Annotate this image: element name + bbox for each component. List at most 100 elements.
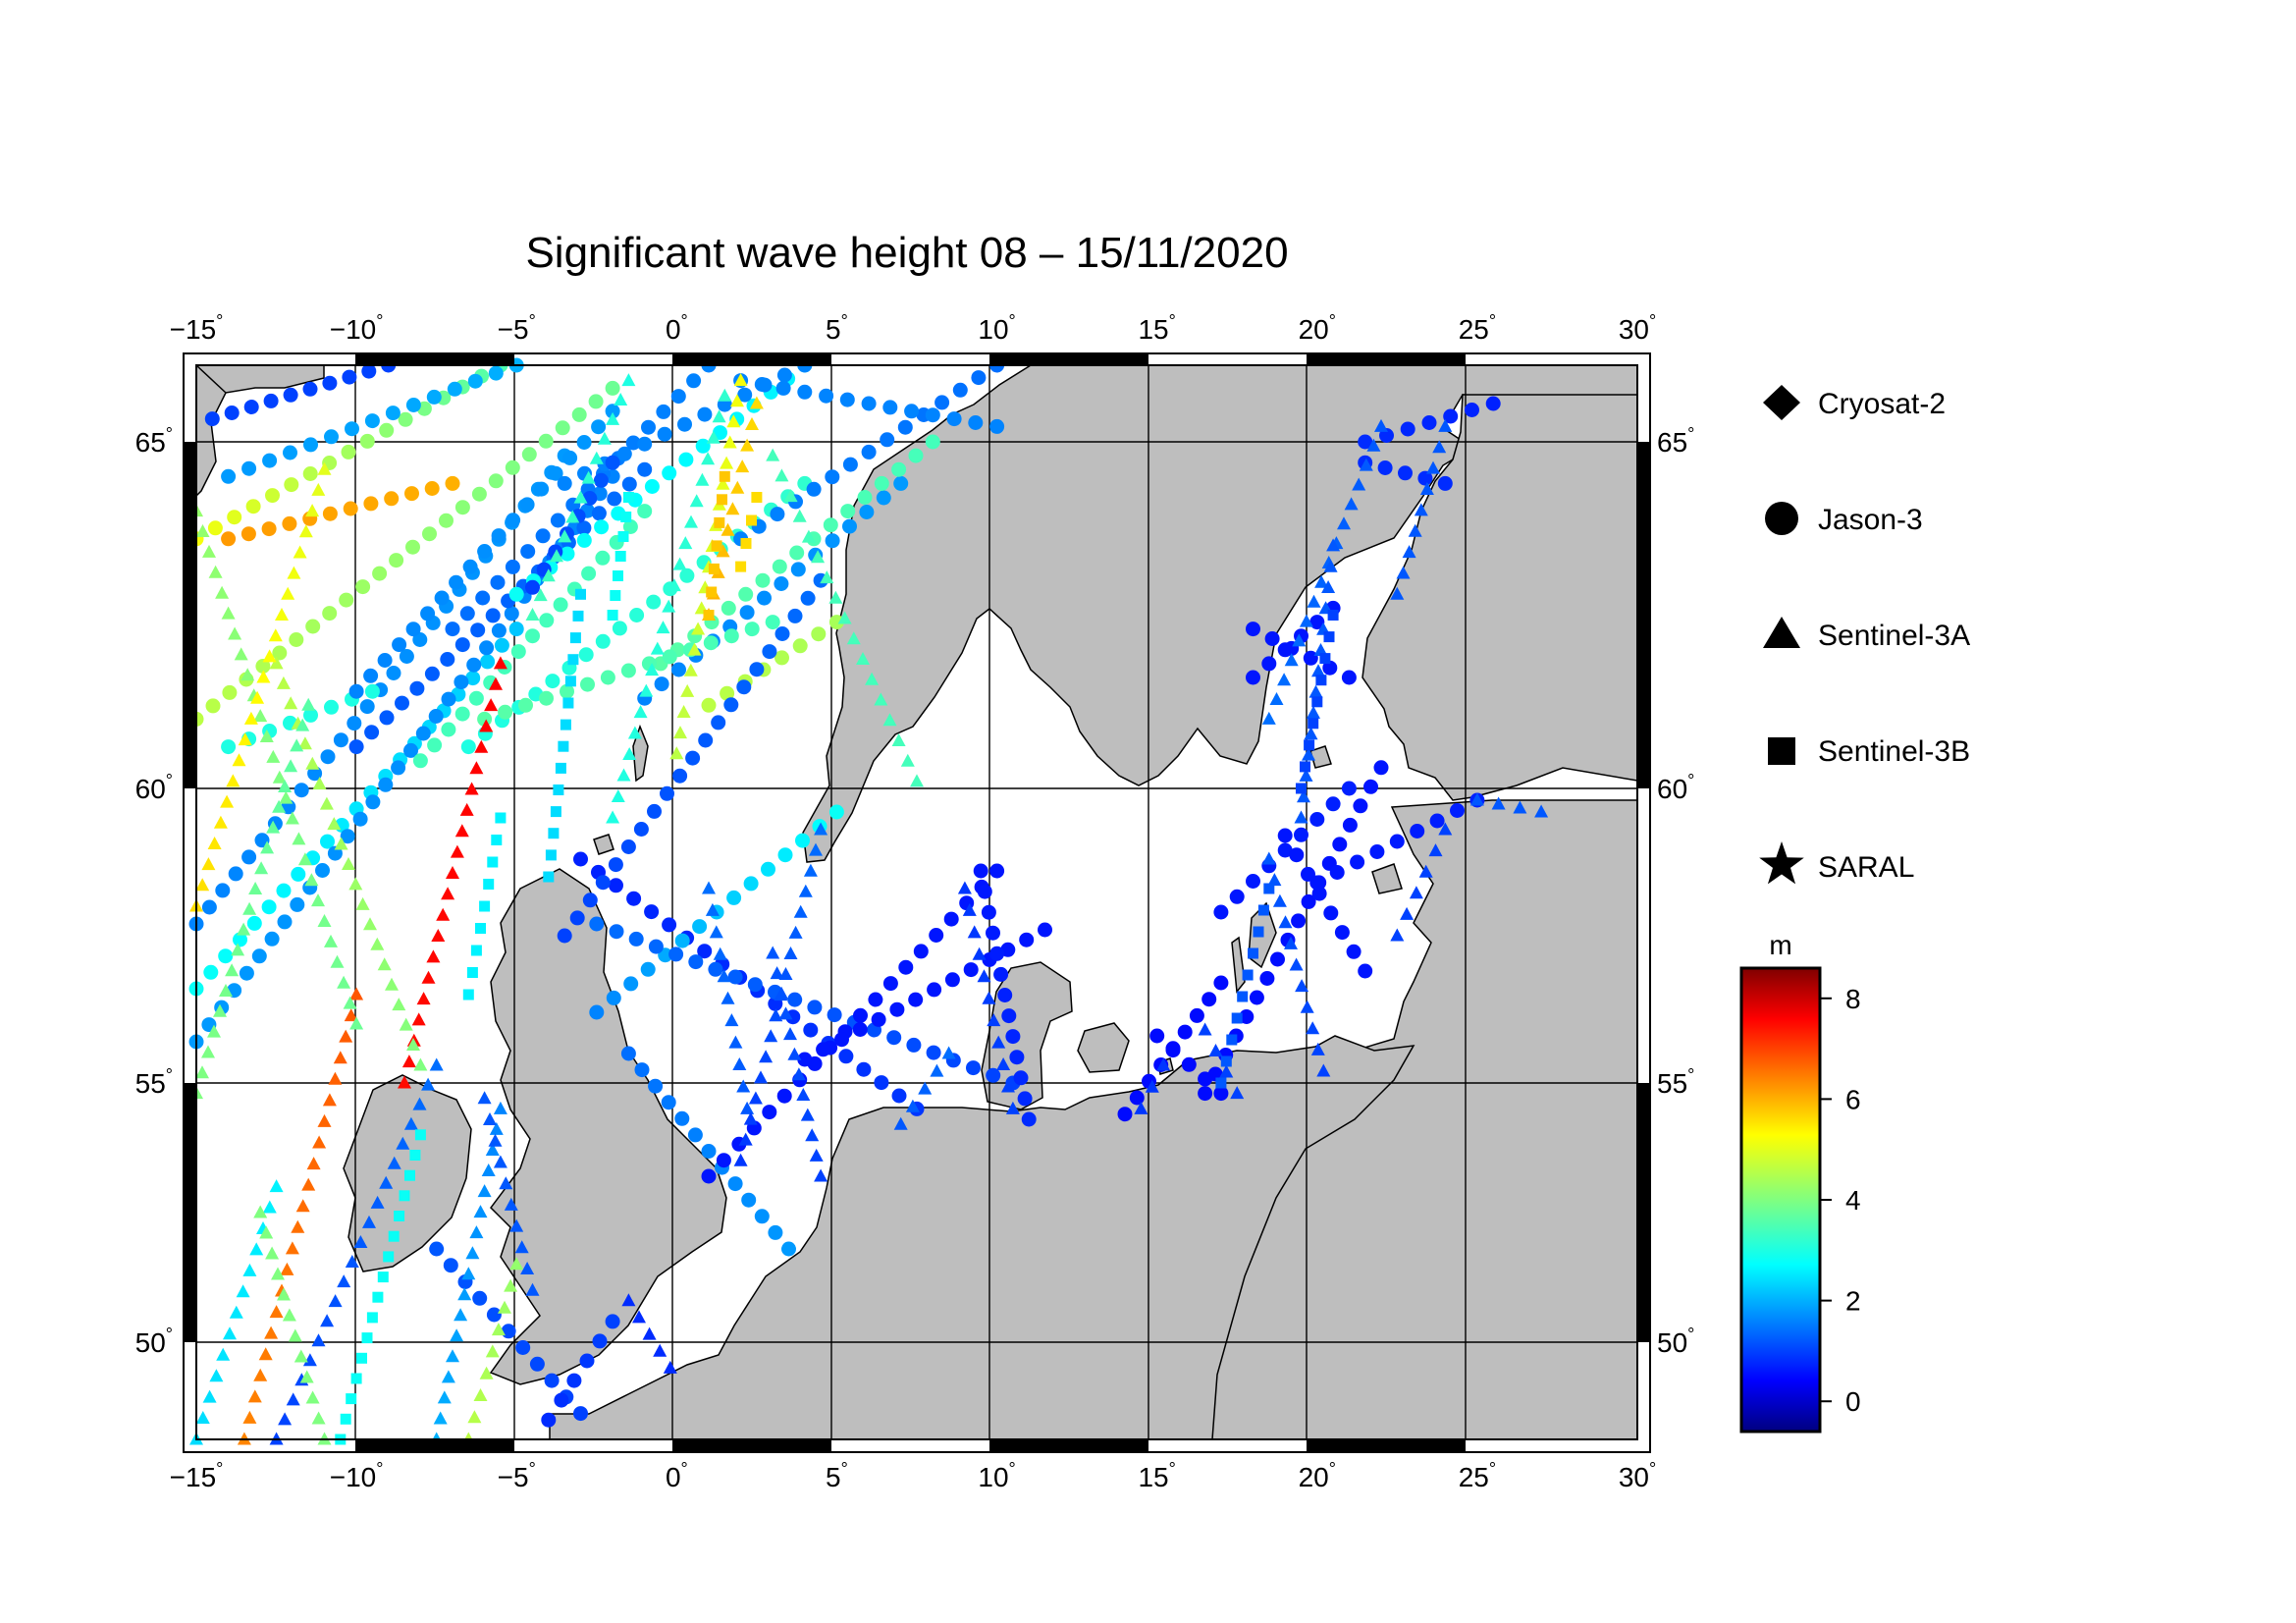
track-point	[705, 902, 720, 916]
track-point	[349, 987, 364, 1001]
track-point	[242, 1410, 257, 1424]
circle-icon	[1765, 502, 1798, 535]
track-point	[740, 1101, 755, 1114]
track-point	[264, 1325, 279, 1339]
track-point	[616, 768, 631, 782]
legend-label: Jason-3	[1818, 504, 1923, 536]
track-point	[345, 421, 359, 437]
track-point	[550, 806, 561, 818]
track-sentinel-3a	[1469, 792, 1549, 818]
track-point	[566, 1373, 582, 1388]
track-point	[1341, 781, 1357, 796]
track-point	[241, 460, 257, 476]
track-point	[279, 790, 294, 804]
track-point	[213, 815, 228, 829]
track-point	[216, 1347, 231, 1361]
track-point	[572, 610, 584, 622]
legend-label: Sentinel-3A	[1818, 620, 1970, 652]
track-point	[259, 730, 274, 742]
track-jason-3	[1358, 396, 1501, 450]
track-point	[378, 777, 394, 792]
track-point	[751, 492, 763, 503]
track-point	[284, 696, 298, 710]
track-point	[977, 969, 991, 983]
track-point	[1326, 538, 1341, 552]
track-point	[298, 524, 313, 538]
track-point	[882, 400, 898, 415]
track-point	[622, 519, 638, 534]
track-point	[287, 566, 301, 579]
track-point	[504, 1278, 518, 1292]
track-sentinel-3a	[606, 388, 732, 824]
track-point	[852, 1022, 868, 1037]
track-point	[620, 1046, 636, 1061]
track-point	[625, 435, 641, 451]
track-point	[543, 871, 555, 883]
track-point	[305, 756, 320, 770]
track-point	[262, 1200, 277, 1214]
track-point	[372, 1291, 384, 1303]
track-point	[240, 526, 256, 542]
track-point	[1304, 739, 1315, 751]
track-point	[221, 531, 237, 547]
track-point	[641, 419, 656, 435]
track-point	[662, 599, 676, 613]
track-point	[256, 670, 271, 683]
track-point	[764, 1029, 778, 1043]
track-point	[395, 695, 409, 711]
track-point	[1264, 631, 1280, 646]
track-point	[1005, 1101, 1020, 1114]
track-point	[404, 486, 419, 502]
track-point	[828, 615, 844, 630]
track-point	[580, 676, 595, 692]
track-point	[1267, 873, 1282, 887]
track-point	[219, 984, 233, 997]
track-point	[424, 666, 440, 681]
track-point	[428, 709, 444, 724]
track-point	[295, 1199, 310, 1213]
track-point	[891, 461, 907, 477]
track-point	[508, 586, 524, 602]
track-point	[305, 619, 321, 634]
track-point	[770, 507, 785, 522]
track-point	[857, 490, 873, 505]
map-border	[183, 352, 1651, 1453]
track-point	[971, 370, 987, 386]
lon-tick-label: −10°	[330, 311, 384, 345]
track-point	[339, 1029, 353, 1043]
track-point	[1270, 951, 1285, 967]
track-point	[934, 395, 950, 410]
track-point	[333, 732, 348, 748]
track-point	[443, 1258, 458, 1273]
track-point	[533, 588, 548, 602]
track-point	[324, 699, 339, 715]
track-jason-3	[733, 373, 1005, 434]
track-point	[889, 1001, 905, 1017]
track-point	[1346, 944, 1362, 959]
track-point	[1134, 1101, 1148, 1114]
track-point	[820, 570, 834, 584]
track-point	[324, 429, 339, 445]
square-icon	[1768, 737, 1795, 765]
track-point	[344, 1008, 358, 1022]
track-point	[223, 1326, 237, 1340]
track-point	[229, 1305, 243, 1319]
track-point	[262, 649, 277, 663]
track-point	[1390, 586, 1405, 600]
track-point	[295, 718, 310, 731]
track-point	[1408, 523, 1422, 537]
track-point	[265, 488, 280, 504]
track-point	[220, 794, 235, 808]
track-point	[218, 948, 234, 964]
track-point	[1491, 796, 1506, 810]
track-point	[1269, 692, 1284, 705]
track-point	[422, 526, 437, 542]
track-point	[644, 904, 660, 920]
track-point	[576, 435, 592, 450]
track-point	[535, 528, 551, 544]
track-point	[1165, 1043, 1181, 1058]
track-sentinel-3a	[766, 946, 828, 1182]
track-point	[253, 1205, 268, 1218]
track-point	[1289, 847, 1305, 863]
track-point	[233, 932, 247, 947]
